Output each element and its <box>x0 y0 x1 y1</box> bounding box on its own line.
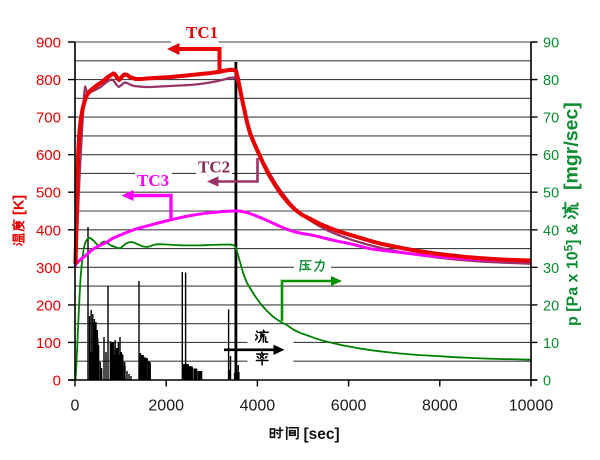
svg-text:p [Pa x 105] &: p [Pa x 105] & <box>564 223 582 326</box>
svg-text:30: 30 <box>543 261 559 277</box>
svg-text:[mgr/sec]: [mgr/sec] <box>561 102 583 190</box>
svg-text:90: 90 <box>543 36 559 52</box>
svg-text:0: 0 <box>53 373 61 390</box>
svg-text:TC2: TC2 <box>198 158 230 177</box>
svg-text:40: 40 <box>543 223 559 239</box>
svg-text:500: 500 <box>36 185 61 202</box>
svg-text:TC3: TC3 <box>137 171 169 190</box>
svg-text:0: 0 <box>71 398 80 415</box>
svg-text:60: 60 <box>543 148 559 164</box>
svg-text:900: 900 <box>36 35 61 52</box>
svg-text:2000: 2000 <box>148 398 184 415</box>
svg-text:6000: 6000 <box>331 398 367 415</box>
svg-text:700: 700 <box>36 110 61 127</box>
svg-text:300: 300 <box>36 260 61 277</box>
svg-text:10: 10 <box>543 336 559 352</box>
svg-text:400: 400 <box>36 222 61 239</box>
svg-text:[K]: [K] <box>12 195 28 215</box>
svg-text:200: 200 <box>36 297 61 314</box>
svg-text:10000: 10000 <box>509 398 554 415</box>
svg-text:100: 100 <box>36 335 61 352</box>
svg-text:0: 0 <box>543 374 551 390</box>
svg-text:80: 80 <box>543 73 559 89</box>
svg-text:20: 20 <box>543 298 559 314</box>
svg-text:TC1: TC1 <box>186 23 218 42</box>
svg-text:8000: 8000 <box>422 398 458 415</box>
svg-text:50: 50 <box>543 186 559 202</box>
svg-text:[sec]: [sec] <box>304 426 340 443</box>
svg-text:800: 800 <box>36 72 61 89</box>
svg-text:70: 70 <box>543 111 559 127</box>
svg-text:600: 600 <box>36 147 61 164</box>
svg-text:4000: 4000 <box>240 398 276 415</box>
